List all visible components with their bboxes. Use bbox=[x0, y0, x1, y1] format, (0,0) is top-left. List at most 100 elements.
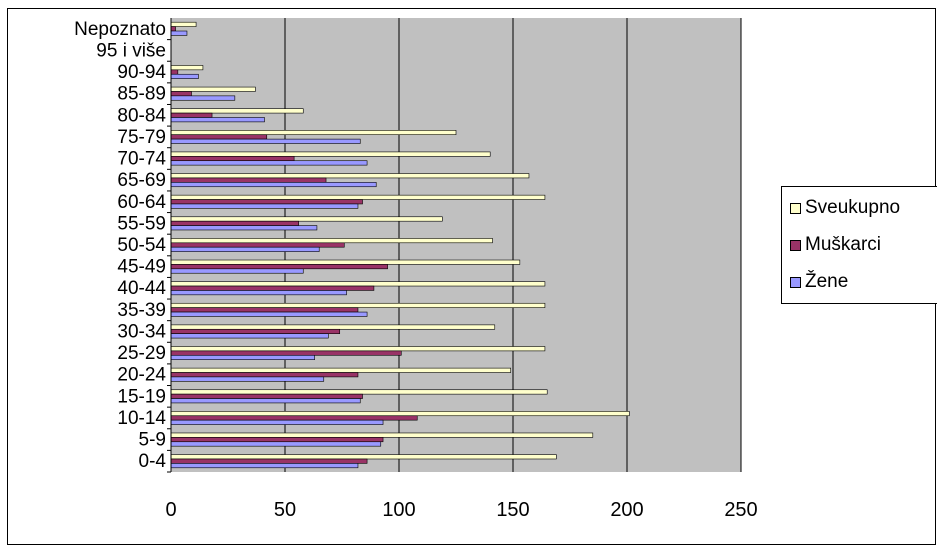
bar-muskarci-20-24 bbox=[170, 372, 359, 378]
bar-sveukupno-25-29 bbox=[170, 346, 546, 352]
bar-zene-nepoznato bbox=[170, 30, 188, 36]
y-tick-label: 60-64 bbox=[117, 192, 166, 213]
legend-label-zene: Žene bbox=[805, 271, 849, 292]
bar-muskarci-30-34 bbox=[170, 328, 341, 334]
bar-muskarci-45-49 bbox=[170, 264, 388, 270]
y-tick-label: 70-74 bbox=[117, 149, 166, 170]
legend-swatch-sveukupno bbox=[790, 202, 801, 214]
bar-sveukupno-45-49 bbox=[170, 259, 521, 265]
bar-sveukupno-5-9 bbox=[170, 432, 594, 438]
bar-muskarci-90-94 bbox=[170, 69, 179, 75]
bar-zene-50-54 bbox=[170, 246, 320, 252]
bar-muskarci-80-84 bbox=[170, 112, 213, 118]
bar-muskarci-50-54 bbox=[170, 242, 345, 248]
bar-sveukupno-10-14 bbox=[170, 411, 630, 417]
bar-muskarci-85-89 bbox=[170, 91, 192, 97]
y-tick-label: 25-29 bbox=[117, 343, 166, 364]
legend-label-sveukupno: Sveukupno bbox=[805, 197, 901, 218]
legend-item-muskarci: Muškarci bbox=[790, 234, 881, 256]
y-tick-label: Nepoznato bbox=[74, 19, 166, 40]
bar-sveukupno-80-84 bbox=[170, 108, 304, 114]
bar-sveukupno-50-54 bbox=[170, 238, 493, 244]
bar-zene-35-39 bbox=[170, 311, 368, 317]
y-tick-label: 30-34 bbox=[117, 321, 166, 342]
x-tick-label: 0 bbox=[165, 499, 176, 521]
bar-sveukupno-55-59 bbox=[170, 216, 443, 222]
y-tick-label: 50-54 bbox=[117, 235, 166, 256]
bar-sveukupno-0-4 bbox=[170, 454, 557, 460]
y-tick-label: 10-14 bbox=[117, 408, 166, 429]
y-axis-ticks: 0-45-910-1415-1920-2425-2930-3435-3940-4… bbox=[74, 19, 171, 473]
y-tick-label: 20-24 bbox=[117, 365, 166, 386]
bar-muskarci-75-79 bbox=[170, 134, 268, 140]
bar-muskarci-55-59 bbox=[170, 220, 299, 226]
y-tick-label: 0-4 bbox=[139, 451, 167, 472]
bar-zene-40-44 bbox=[170, 290, 347, 296]
bar-muskarci-65-69 bbox=[170, 177, 327, 183]
bar-sveukupno-nepoznato bbox=[170, 21, 197, 27]
x-tick-label: 200 bbox=[610, 499, 643, 521]
legend: Sveukupno Muškarci Žene bbox=[781, 186, 937, 304]
y-tick-label: 90-94 bbox=[117, 62, 166, 83]
y-tick-label: 85-89 bbox=[117, 84, 166, 105]
bar-zene-75-79 bbox=[170, 138, 361, 144]
bar-zene-80-84 bbox=[170, 117, 265, 123]
bar-zene-0-4 bbox=[170, 463, 359, 469]
bar-zene-5-9 bbox=[170, 441, 382, 447]
legend-swatch-muskarci bbox=[790, 239, 801, 251]
bar-zene-60-64 bbox=[170, 203, 359, 209]
bar-muskarci-0-4 bbox=[170, 458, 368, 464]
x-tick-label: 100 bbox=[382, 499, 415, 521]
bar-zene-10-14 bbox=[170, 419, 384, 425]
y-tick-label: 65-69 bbox=[117, 170, 166, 191]
bar-sveukupno-30-34 bbox=[170, 324, 496, 330]
x-tick-label: 50 bbox=[274, 499, 296, 521]
y-tick-label: 5-9 bbox=[139, 430, 166, 451]
bar-sveukupno-20-24 bbox=[170, 367, 512, 373]
bar-sveukupno-90-94 bbox=[170, 65, 204, 71]
bar-sveukupno-75-79 bbox=[170, 130, 457, 136]
legend-item-zene: Žene bbox=[790, 271, 848, 293]
bar-sveukupno-40-44 bbox=[170, 281, 546, 287]
bar-zene-90-94 bbox=[170, 73, 199, 79]
bar-sveukupno-60-64 bbox=[170, 194, 546, 200]
legend-item-sveukupno: Sveukupno bbox=[790, 197, 900, 219]
bar-muskarci-70-74 bbox=[170, 156, 295, 162]
x-tick-label: 250 bbox=[724, 499, 757, 521]
bar-zene-55-59 bbox=[170, 225, 318, 231]
bar-muskarci-60-64 bbox=[170, 199, 363, 205]
bar-sveukupno-35-39 bbox=[170, 302, 546, 308]
y-tick-label: 40-44 bbox=[117, 278, 166, 299]
bar-muskarci-40-44 bbox=[170, 285, 375, 291]
legend-label-muskarci: Muškarci bbox=[805, 234, 882, 255]
bar-sveukupno-65-69 bbox=[170, 173, 530, 179]
y-tick-label: 15-19 bbox=[117, 386, 166, 407]
bar-zene-30-34 bbox=[170, 333, 329, 339]
bar-zene-15-19 bbox=[170, 398, 361, 404]
y-tick-label: 95 i više bbox=[96, 40, 166, 61]
bar-zene-85-89 bbox=[170, 95, 236, 101]
bar-zene-25-29 bbox=[170, 354, 315, 360]
legend-swatch-zene bbox=[790, 276, 801, 288]
x-tick-label: 150 bbox=[496, 499, 529, 521]
y-tick-label: 35-39 bbox=[117, 300, 166, 321]
bar-sveukupno-85-89 bbox=[170, 86, 256, 92]
y-tick-label: 80-84 bbox=[117, 105, 166, 126]
y-tick-label: 45-49 bbox=[117, 257, 166, 278]
bar-zene-20-24 bbox=[170, 376, 325, 382]
x-axis-ticks: 0 50 100 150 200 250 bbox=[165, 499, 757, 521]
bar-muskarci-nepoznato bbox=[170, 26, 176, 32]
bar-zene-45-49 bbox=[170, 268, 304, 274]
bar-muskarci-15-19 bbox=[170, 393, 363, 399]
bar-muskarci-10-14 bbox=[170, 415, 418, 421]
gridlines bbox=[284, 18, 742, 472]
bar-muskarci-5-9 bbox=[170, 437, 384, 443]
bar-sveukupno-15-19 bbox=[170, 389, 548, 395]
y-tick-label: 55-59 bbox=[117, 213, 166, 234]
bar-sveukupno-70-74 bbox=[170, 151, 491, 157]
bar-zene-65-69 bbox=[170, 182, 377, 188]
bar-muskarci-35-39 bbox=[170, 307, 359, 313]
y-tick-label: 75-79 bbox=[117, 127, 166, 148]
bar-zene-70-74 bbox=[170, 160, 368, 166]
